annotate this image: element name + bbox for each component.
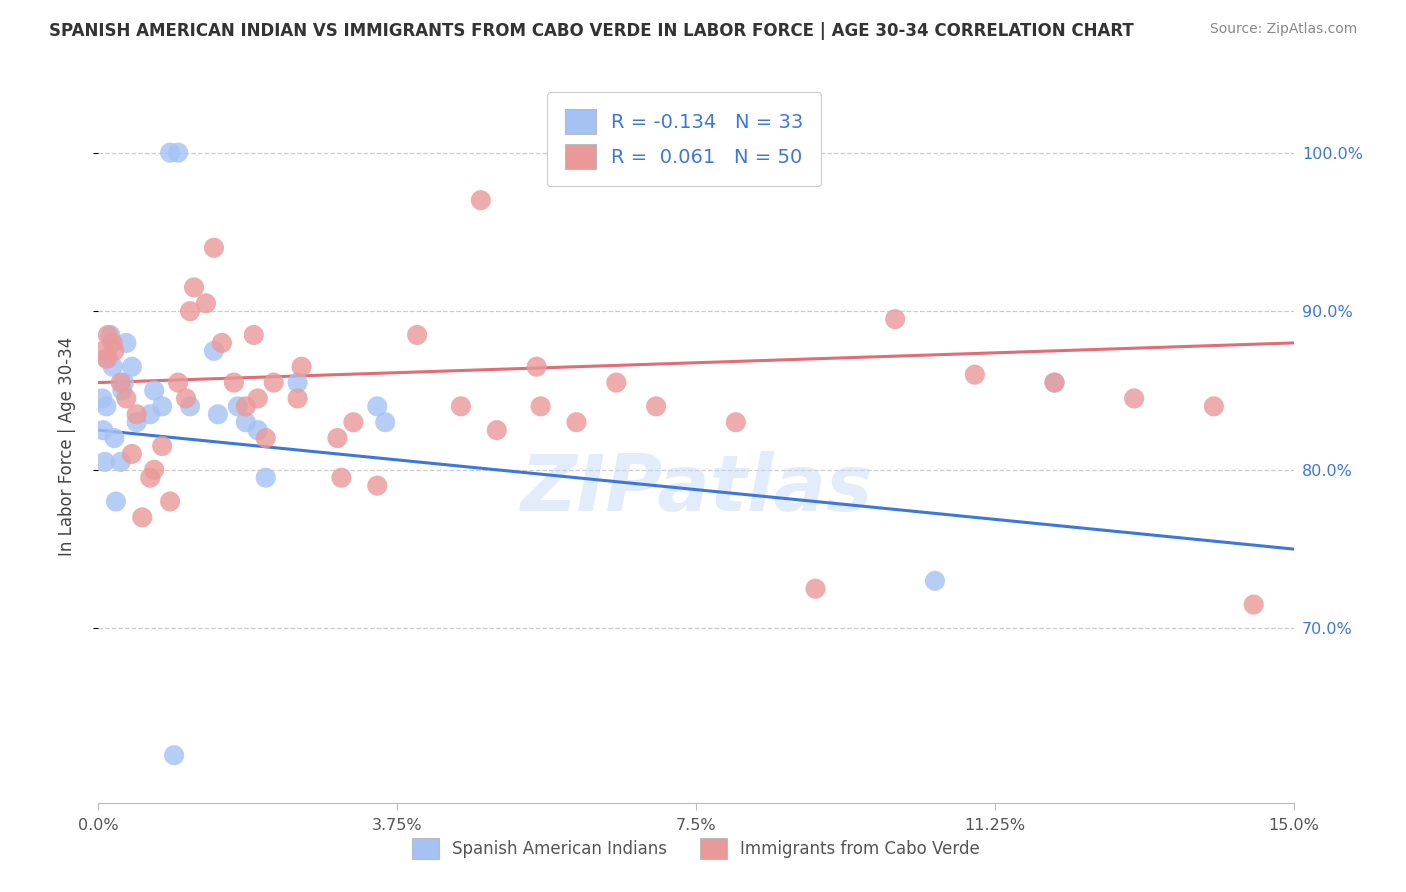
Point: [91, 343, 114, 358]
Y-axis label: In Labor Force | Age 30-34: In Labor Force | Age 30-34: [58, 336, 76, 556]
Point: [195, 296, 218, 310]
Point: [159, 145, 181, 160]
Point: [139, 471, 162, 485]
Point: [110, 455, 132, 469]
Legend: Spanish American Indians, Immigrants from Cabo Verde: Spanish American Indians, Immigrants fro…: [405, 831, 987, 866]
Point: [115, 335, 138, 350]
Point: [115, 392, 138, 406]
Point: [167, 376, 190, 390]
Point: [287, 376, 309, 390]
Point: [143, 384, 166, 398]
Point: [254, 431, 277, 445]
Point: [163, 748, 186, 763]
Point: [150, 439, 173, 453]
Point: [565, 415, 588, 429]
Point: [246, 392, 269, 406]
Point: [485, 423, 508, 437]
Point: [645, 400, 668, 414]
Point: [1202, 400, 1225, 414]
Text: SPANISH AMERICAN INDIAN VS IMMIGRANTS FROM CABO VERDE IN LABOR FORCE | AGE 30-34: SPANISH AMERICAN INDIAN VS IMMIGRANTS FR…: [49, 22, 1135, 40]
Point: [167, 145, 190, 160]
Point: [97, 328, 120, 343]
Point: [111, 384, 134, 398]
Point: [526, 359, 548, 374]
Point: [254, 471, 277, 485]
Point: [159, 494, 181, 508]
Point: [326, 431, 349, 445]
Point: [235, 400, 257, 414]
Text: ZIPatlas: ZIPatlas: [520, 450, 872, 527]
Point: [125, 415, 148, 429]
Point: [98, 328, 122, 343]
Point: [211, 335, 233, 350]
Point: [104, 494, 127, 508]
Point: [330, 471, 353, 485]
Point: [1043, 376, 1066, 390]
Point: [1243, 598, 1265, 612]
Point: [112, 376, 135, 390]
Point: [884, 312, 907, 326]
Point: [101, 335, 124, 350]
Point: [963, 368, 986, 382]
Point: [530, 400, 553, 414]
Point: [96, 351, 118, 366]
Point: [470, 193, 492, 207]
Point: [150, 400, 173, 414]
Point: [110, 376, 132, 390]
Point: [103, 431, 125, 445]
Point: [183, 280, 205, 294]
Point: [1123, 392, 1146, 406]
Point: [94, 455, 117, 469]
Point: [406, 328, 429, 343]
Point: [243, 328, 266, 343]
Point: [235, 415, 257, 429]
Point: [179, 304, 201, 318]
Point: [291, 359, 314, 374]
Point: [226, 400, 249, 414]
Point: [143, 463, 166, 477]
Point: [125, 407, 148, 421]
Point: [97, 351, 120, 366]
Point: [366, 400, 388, 414]
Point: [91, 423, 114, 437]
Point: [91, 392, 114, 406]
Point: [202, 343, 225, 358]
Point: [804, 582, 827, 596]
Point: [366, 478, 388, 492]
Point: [605, 376, 627, 390]
Point: [174, 392, 197, 406]
Point: [121, 359, 143, 374]
Point: [1043, 376, 1066, 390]
Point: [96, 400, 118, 414]
Point: [924, 574, 946, 588]
Point: [131, 510, 153, 524]
Point: [139, 407, 162, 421]
Text: Source: ZipAtlas.com: Source: ZipAtlas.com: [1209, 22, 1357, 37]
Point: [450, 400, 472, 414]
Point: [103, 343, 125, 358]
Point: [287, 392, 309, 406]
Point: [207, 407, 229, 421]
Point: [121, 447, 143, 461]
Point: [263, 376, 285, 390]
Point: [101, 359, 124, 374]
Point: [179, 400, 201, 414]
Point: [222, 376, 245, 390]
Point: [342, 415, 364, 429]
Point: [724, 415, 747, 429]
Point: [374, 415, 396, 429]
Point: [246, 423, 269, 437]
Point: [202, 241, 225, 255]
